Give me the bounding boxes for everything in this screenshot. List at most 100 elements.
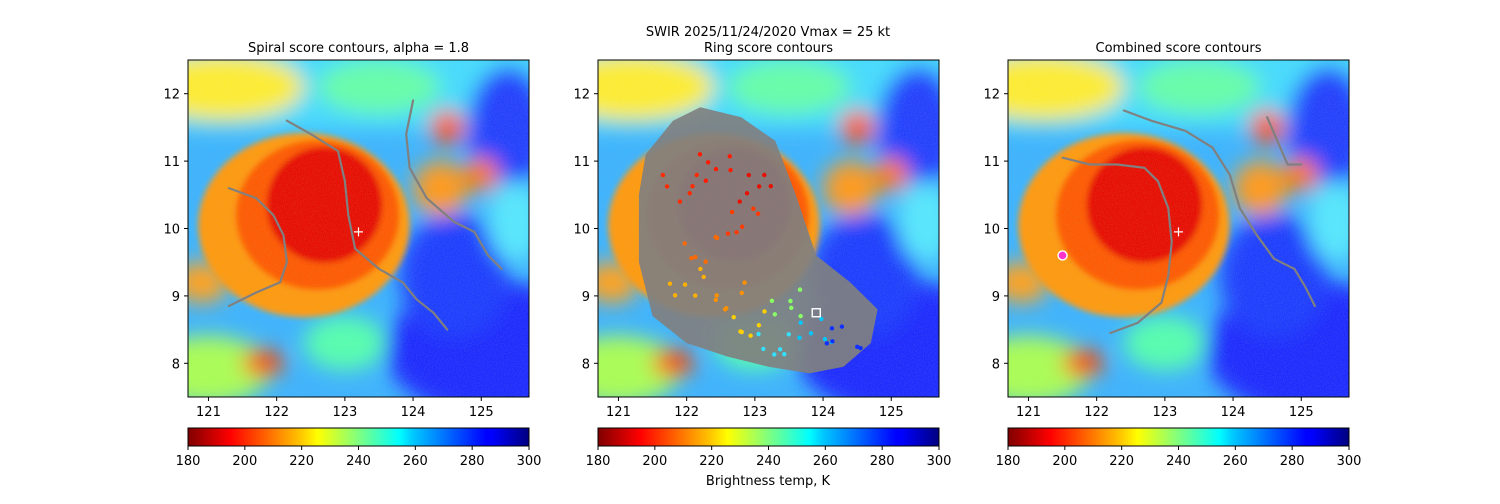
ring-gap-patch (772, 352, 777, 357)
x-tick-label: 122 (1084, 405, 1109, 420)
colorbar-tick-label: 220 (1109, 454, 1134, 469)
y-tick-label: 10 (573, 223, 590, 238)
ring-gap-patch (858, 345, 863, 351)
ring-gap-patch (772, 312, 778, 317)
ring-gap-patch (690, 184, 695, 189)
center-square-marker (811, 308, 821, 318)
ring-gap-patch (829, 326, 835, 331)
y-tick-label: 9 (582, 290, 590, 305)
ring-gap-patch (744, 191, 750, 196)
ring-gap-patch (768, 184, 773, 189)
x-tick-label: 125 (1289, 405, 1314, 420)
ring-gap-patch (728, 167, 733, 173)
ring-gap-patch (729, 209, 735, 215)
x-tick-label: 121 (606, 405, 631, 420)
panel-title: Combined score contours (1096, 41, 1262, 56)
ring-gap-patch (819, 316, 824, 322)
colorbar-tick-label: 200 (232, 454, 257, 469)
y-tick-label: 12 (573, 88, 590, 103)
ring-gap-patch (822, 337, 828, 342)
colorbar-tick-label: 280 (870, 454, 895, 469)
colorbar-tick-label: 300 (927, 454, 952, 469)
contour-line (405, 99, 503, 270)
colorbar-tick-label: 240 (1166, 454, 1191, 469)
ring-gap-patch (797, 335, 802, 340)
ring-gap-patch (797, 287, 803, 292)
ring-gap-patch (739, 224, 745, 229)
y-tick-label: 8 (992, 357, 1000, 372)
center-plus-marker (354, 227, 363, 237)
colorbar-label: Brightness temp, K (706, 474, 831, 489)
y-tick-label: 9 (992, 290, 1000, 305)
ring-gap-patch (705, 160, 711, 165)
ring-gap-patch (751, 206, 756, 211)
ring-gap-patch (808, 331, 814, 336)
ring-gap-patch (777, 347, 783, 352)
ring-gap-patch (737, 199, 742, 204)
ring-gap-patch (687, 191, 692, 196)
x-tick-label: 125 (469, 405, 494, 420)
plot-area (188, 60, 529, 397)
colorbar-tick-label: 220 (289, 454, 314, 469)
ring-gap-patch (682, 241, 687, 246)
colorbar (597, 427, 940, 447)
ring-gap-patch (739, 290, 745, 296)
y-tick-label: 11 (573, 155, 590, 170)
ring-gap-patch (756, 184, 762, 189)
panel-2: Ring score contours 121 122 123 124 125 8 9 10 11… (573, 41, 952, 469)
ring-gap-patch (703, 259, 708, 264)
ring-gap-patch (782, 351, 787, 357)
plot-area (1008, 60, 1349, 397)
ring-gap-patch (731, 314, 736, 320)
ring-gap-patch (714, 293, 719, 298)
panel-3: Combined score contours 121 122 123 124 125 8 9… (983, 41, 1362, 469)
ring-gap-patch (756, 323, 762, 328)
colorbar-tick-label: 200 (642, 454, 667, 469)
y-tick-label: 10 (163, 223, 180, 238)
ring-gap-patch (701, 274, 706, 280)
colorbar-tick-label: 300 (517, 454, 542, 469)
y-tick-label: 11 (983, 155, 1000, 170)
center-plus-marker (1174, 227, 1183, 237)
ring-gap-patch (672, 293, 678, 298)
x-tick-label: 123 (332, 405, 357, 420)
colorbar-tick-label: 260 (813, 454, 838, 469)
colorbar-tick-label: 280 (1280, 454, 1305, 469)
ring-gap-patch (713, 166, 719, 172)
ring-gap-patch (786, 332, 791, 337)
colorbar-tick-label: 260 (403, 454, 428, 469)
x-tick-label: 121 (196, 405, 221, 420)
x-tick-label: 124 (811, 405, 836, 420)
ring-gap-patch (798, 320, 803, 325)
colorbar-tick-label: 280 (460, 454, 485, 469)
contour-line (285, 119, 449, 331)
ring-gap-patch (689, 255, 694, 261)
colorbar-tick-label: 240 (756, 454, 781, 469)
colorbar-tick-label: 180 (586, 454, 611, 469)
ring-gap-patch (703, 178, 709, 183)
ring-gap-patch (734, 230, 739, 235)
ring-gap-patch (761, 346, 766, 352)
ring-gap-patch (698, 266, 703, 272)
contour-line (227, 187, 288, 308)
plot-area (598, 60, 939, 397)
figure-suptitle: SWIR 2025/11/24/2020 Vmax = 25 kt (646, 25, 890, 40)
colorbar-tick-label: 300 (1337, 454, 1362, 469)
ring-gap-patch (660, 172, 666, 178)
ring-gap-patch (727, 154, 732, 159)
x-tick-label: 124 (1221, 405, 1246, 420)
colorbar-tick-label: 180 (176, 454, 201, 469)
ring-gap-patch (682, 282, 688, 287)
ring-gap-patch (677, 199, 683, 204)
ring-gap-patch (692, 293, 698, 298)
ring-gap-patch (697, 152, 703, 157)
y-tick-label: 12 (163, 88, 180, 103)
ring-gap-patch (742, 280, 747, 285)
ring-gap-patch (855, 344, 860, 350)
ring-gap-patch (762, 172, 767, 178)
ring-gap-patch (713, 297, 718, 303)
ring-gap-patch (830, 339, 835, 344)
ring-gap-patch (839, 324, 845, 329)
